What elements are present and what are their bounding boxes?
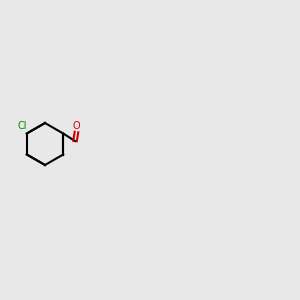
- Text: O: O: [73, 121, 80, 130]
- Text: Cl: Cl: [18, 121, 27, 130]
